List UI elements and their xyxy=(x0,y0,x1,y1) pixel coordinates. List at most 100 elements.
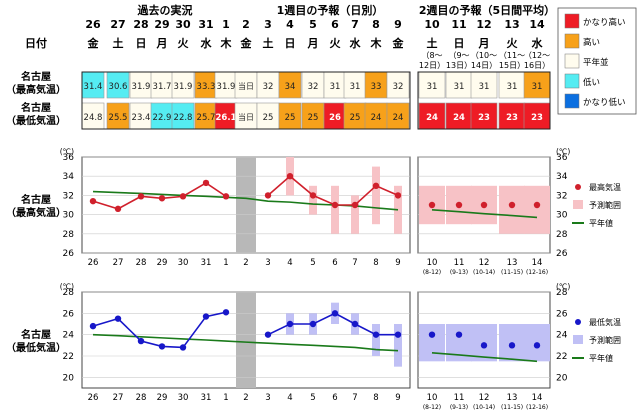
y-tick-right: 28 xyxy=(556,288,568,298)
x-tick: 30 xyxy=(178,393,189,403)
y-tick-left: 28 xyxy=(63,230,75,240)
date-day: 30 xyxy=(175,18,191,31)
date-day: 5 xyxy=(309,18,317,31)
forecast-range-bar xyxy=(372,324,380,356)
week2-max-value: 31 xyxy=(532,82,543,92)
y-unit-right: (℃) xyxy=(556,282,570,291)
week2-max-cell xyxy=(445,71,473,99)
legend-marker-range xyxy=(573,200,583,209)
date-day: 6 xyxy=(331,18,339,31)
y-unit-left: (℃) xyxy=(60,282,74,291)
x-tick: 2 xyxy=(243,258,248,268)
today-min-text: 当日 xyxy=(238,112,254,122)
observed-point xyxy=(222,309,230,316)
x-tick: 31 xyxy=(201,393,212,403)
y-tick-left: 20 xyxy=(63,373,75,383)
date-weekday: 金 xyxy=(392,36,405,50)
y-tick-left: 26 xyxy=(63,309,75,319)
date-weekday: 月 xyxy=(478,37,490,50)
forecast-point xyxy=(372,331,380,338)
x2-subtick: (12-16) xyxy=(526,404,548,411)
y-tick-right: 24 xyxy=(556,331,568,341)
date-weekday: 日 xyxy=(285,37,296,50)
week2-max-cell xyxy=(523,71,551,99)
date-weekday: 水 xyxy=(201,36,213,50)
y-tick-right: 20 xyxy=(556,373,568,383)
date-weekday: 水 xyxy=(532,36,544,50)
forecast-point xyxy=(394,331,402,338)
past-min-value: 22.8 xyxy=(174,113,193,123)
date-weekday: 金 xyxy=(87,36,100,50)
legend-swatch-low xyxy=(564,73,580,89)
y-tick-right: 26 xyxy=(556,309,568,319)
x2-tick: 14 xyxy=(532,258,543,268)
week2-min-value: 24 xyxy=(426,113,438,123)
observed-point xyxy=(202,313,210,320)
date-range-line1: （11〜 xyxy=(499,51,525,60)
normal-line xyxy=(92,333,399,352)
week1-min-value: 25 xyxy=(263,113,274,123)
observed-point xyxy=(89,197,97,205)
x2-tick: 13 xyxy=(507,258,518,268)
week2-max-value: 31 xyxy=(507,82,518,92)
legend-label-low: 低い xyxy=(583,77,600,88)
legend-text-point: 最低気温 xyxy=(589,317,621,327)
legend-swatch-very_low xyxy=(564,93,580,109)
date-range-line2: 13日） xyxy=(446,61,472,70)
table-outline-week2 xyxy=(417,71,551,130)
today-band xyxy=(236,157,256,253)
week2-max-cell xyxy=(470,71,498,99)
past-min-value: 24.8 xyxy=(84,113,103,123)
x-tick: 29 xyxy=(157,258,168,268)
observed-point xyxy=(137,337,145,345)
past-min-value: 25.5 xyxy=(109,113,128,123)
week2-range-bar xyxy=(524,185,550,234)
forecast-point xyxy=(309,192,317,199)
observed-point xyxy=(158,343,166,350)
week2-min-value: 23 xyxy=(531,113,543,123)
x-tick: 5 xyxy=(310,258,315,268)
past-max-value: 30.6 xyxy=(109,82,128,92)
date-day: 4 xyxy=(286,18,294,31)
x2-tick: 10 xyxy=(427,258,438,268)
date-day: 13 xyxy=(504,18,519,31)
x2-tick: 12 xyxy=(479,393,490,403)
week2-max-value: 31 xyxy=(454,82,465,92)
week2-min-cell xyxy=(445,102,473,130)
x-tick: 8 xyxy=(373,258,378,268)
x2-tick: 12 xyxy=(479,258,490,268)
forecast-point xyxy=(286,320,294,328)
date-day: 1 xyxy=(222,18,230,31)
x-tick: 6 xyxy=(332,393,337,403)
chart-label-max-kind: （最高気温） xyxy=(6,206,66,219)
week2-min-cell xyxy=(498,102,526,130)
x2-subtick: (10-14) xyxy=(473,269,495,276)
week2-normal-line xyxy=(431,209,538,219)
date-day: 3 xyxy=(264,18,272,31)
date-day: 29 xyxy=(154,18,169,31)
row-label-min-city: 名古屋 xyxy=(21,101,51,114)
y-tick-right: 22 xyxy=(556,352,567,362)
week1-min-value: 25 xyxy=(350,113,361,123)
legend-text-normal: 平年値 xyxy=(589,353,613,363)
x-tick: 27 xyxy=(113,258,124,268)
past-max-value: 31.4 xyxy=(84,82,103,92)
week1-max-value: 31 xyxy=(330,82,341,92)
date-range-line2: 16日） xyxy=(524,61,550,70)
date-weekday: 土 xyxy=(427,36,438,50)
forecast-range-bar xyxy=(331,185,339,234)
week2-point xyxy=(455,201,463,209)
week2-point xyxy=(508,342,516,349)
forecast-point xyxy=(351,201,359,209)
x-tick: 4 xyxy=(287,258,292,268)
row-label-min-kind: （最低気温） xyxy=(6,114,66,127)
legend-text-point: 最高気温 xyxy=(589,182,621,192)
legend-marker-point xyxy=(575,319,581,325)
legend-swatch-very_high xyxy=(564,13,580,29)
week2-max-value: 31 xyxy=(427,82,438,92)
date-range-line2: 14日） xyxy=(471,61,497,70)
x-tick: 1 xyxy=(223,393,228,403)
